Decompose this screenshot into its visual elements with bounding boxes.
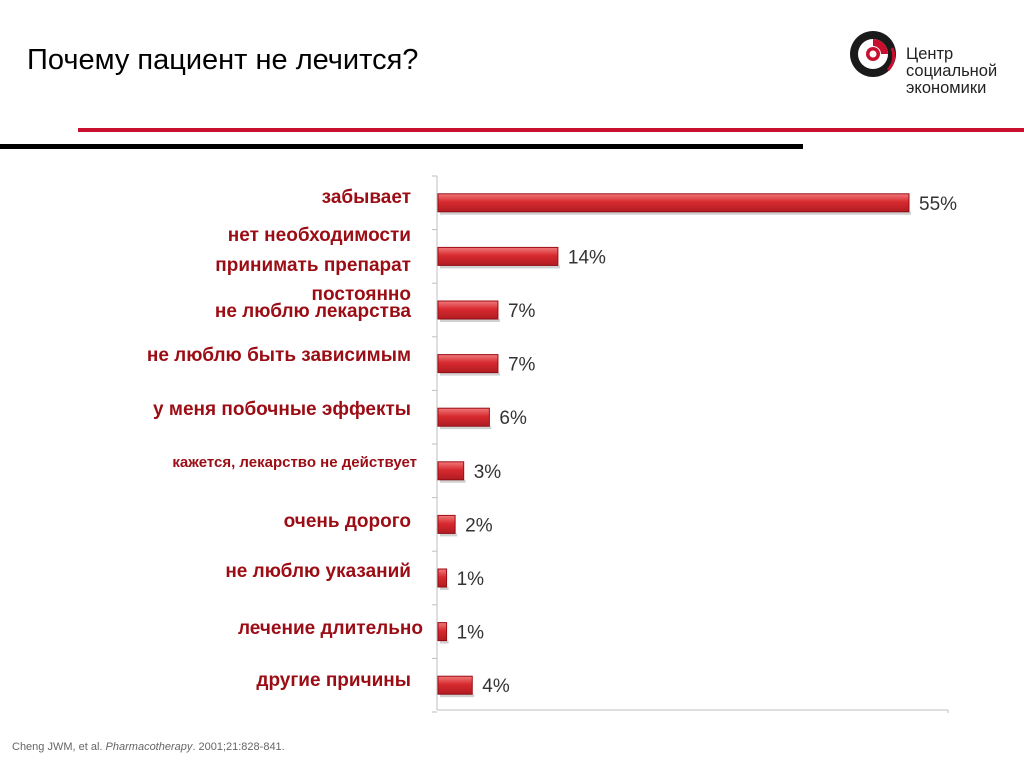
bar-shadow-7 (440, 533, 458, 537)
category-label-9: лечение длительно (238, 618, 423, 639)
header-rule-red (78, 128, 1024, 132)
bar-shadow-4 (440, 372, 500, 376)
bar-8 (437, 568, 448, 588)
value-label-6: 3% (474, 462, 502, 483)
citation: Cheng JWM, et al. Pharmacotherapy. 2001;… (12, 741, 285, 753)
bar-shadow-8 (440, 587, 449, 590)
logo-line2: социальной (906, 62, 998, 80)
value-label-8: 1% (457, 569, 485, 590)
category-label-4: не люблю быть зависимым (147, 345, 411, 366)
bar-shadow-2 (440, 265, 560, 269)
citation-authors: Cheng JWM, et al. (12, 741, 106, 753)
value-label-5: 6% (499, 408, 527, 429)
category-label-7: очень дорого (284, 511, 411, 532)
bar-shadow-3 (440, 319, 500, 322)
category-label-5: у меня побочные эффекты (153, 399, 411, 420)
citation-journal: Pharmacotherapy (105, 741, 193, 753)
value-label-10: 4% (482, 676, 510, 697)
bar-5 (437, 407, 490, 427)
logo-line1: Центр (906, 45, 954, 63)
category-label-6: кажется, лекарство не действует (172, 454, 417, 471)
category-label-3: не люблю лекарства (215, 301, 412, 322)
category-label-2-line3: постоянно (312, 284, 411, 305)
bar-shadow-10 (440, 694, 475, 698)
bar-4 (437, 354, 499, 374)
value-label-4: 7% (508, 355, 536, 376)
category-label-1: забывает (322, 187, 411, 208)
category-label-10: другие причины (256, 670, 411, 691)
bar-3 (437, 300, 499, 320)
bar-shadow-6 (440, 479, 466, 483)
logo-text: Центр социальной экономики (906, 46, 997, 97)
bar-9 (437, 622, 448, 642)
bar-shadow-1 (440, 211, 911, 215)
value-label-7: 2% (465, 515, 493, 536)
value-label-9: 1% (457, 623, 485, 644)
logo: Центр социальной экономики (848, 28, 1018, 104)
header-rule-black (0, 144, 803, 149)
slide-title: Почему пациент не лечится? (27, 44, 419, 76)
logo-line3: экономики (906, 79, 987, 97)
category-label-8: не люблю указаний (225, 561, 411, 582)
value-label-3: 7% (508, 301, 536, 322)
logo-mark-icon (850, 31, 896, 77)
bar-shadow-9 (440, 640, 449, 644)
bar-7 (437, 514, 456, 534)
bar-10 (437, 675, 473, 695)
category-label-2-line2: принимать препарат (215, 255, 411, 276)
citation-details: . 2001;21:828-841. (192, 741, 285, 753)
bar-2 (437, 246, 559, 266)
bar-shadow-5 (440, 426, 492, 430)
category-label-2-line1: нет необходимости (228, 225, 411, 246)
bar-6 (437, 461, 465, 481)
value-label-2: 14% (568, 247, 606, 268)
value-label-1: 55% (919, 194, 957, 215)
bar-1 (437, 193, 910, 213)
